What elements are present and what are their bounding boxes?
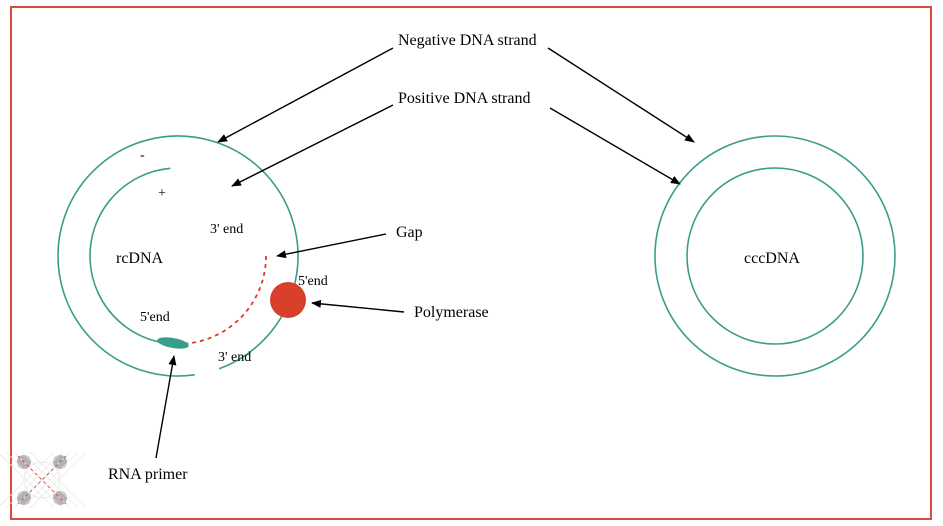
label-cccdna: cccDNA — [744, 250, 800, 268]
label-negative-strand: Negative DNA strand — [398, 32, 537, 50]
dna-diagram: Negative DNA strand Positive DNA strand … — [0, 0, 943, 526]
label-5end-b: 5'end — [140, 310, 170, 326]
label-rcdna: rcDNA — [116, 250, 163, 268]
label-gap: Gap — [396, 224, 423, 242]
label-5end-a: 5'end — [298, 274, 328, 290]
label-positive-strand: Positive DNA strand — [398, 90, 530, 108]
label-plus: + — [158, 186, 166, 202]
label-rna-primer: RNA primer — [108, 466, 188, 484]
label-polymerase: Polymerase — [414, 304, 489, 322]
label-3end-a: 3' end — [210, 222, 243, 238]
label-3end-b: 3' end — [218, 350, 251, 366]
label-minus: - — [140, 148, 145, 164]
